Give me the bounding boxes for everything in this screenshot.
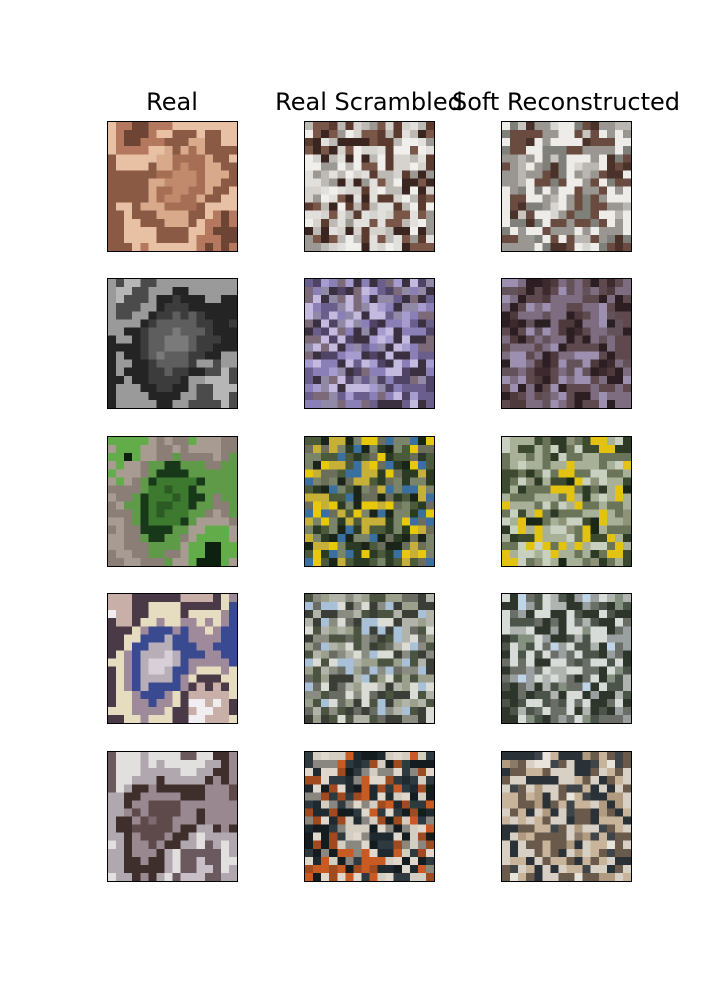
reconstructed-image-moose	[501, 751, 632, 882]
scrambled-image-truck	[304, 593, 435, 724]
scrambled-image-dog	[304, 278, 435, 409]
reconstructed-image-deer	[501, 121, 632, 252]
column-title-real: Real	[146, 88, 198, 116]
real-image-deer	[107, 121, 238, 252]
real-image-moose	[107, 751, 238, 882]
scrambled-image-moose	[304, 751, 435, 882]
real-image-dog	[107, 278, 238, 409]
real-image-truck	[107, 593, 238, 724]
column-title-real-scrambled: Real Scrambled	[275, 88, 463, 116]
real-image-deer-in-forest	[107, 436, 238, 567]
reconstructed-image-deer-in-forest	[501, 436, 632, 567]
reconstructed-image-dog	[501, 278, 632, 409]
scrambled-image-deer-in-forest	[304, 436, 435, 567]
column-title-soft-reconstructed: Soft Reconstructed	[451, 88, 681, 116]
reconstructed-image-truck	[501, 593, 632, 724]
scrambled-image-deer	[304, 121, 435, 252]
